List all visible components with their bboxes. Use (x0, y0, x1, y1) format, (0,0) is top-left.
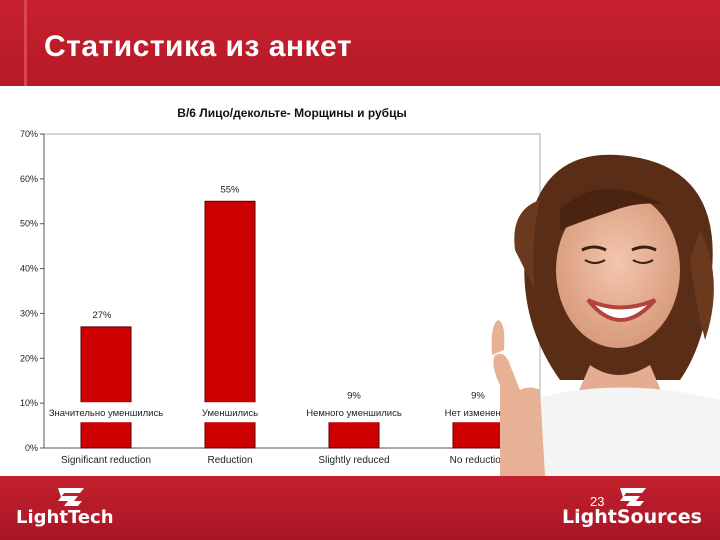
lighttech-logo-text: LightTech (16, 507, 114, 528)
y-tick-label: 30% (20, 308, 38, 318)
category-label-secondary: Slightly reduced (318, 455, 389, 466)
smiling-woman-photo (491, 154, 720, 476)
y-tick-label: 70% (20, 129, 38, 139)
lighttech-logo: LightTech (16, 486, 126, 532)
y-tick-label: 50% (20, 219, 38, 229)
data-label: 9% (347, 391, 361, 402)
header-accent-line (24, 0, 27, 86)
data-label: 27% (92, 310, 112, 321)
slide-footer (0, 476, 720, 540)
category-label-background (46, 402, 166, 423)
lightsources-logo-text: LightSources (562, 506, 702, 528)
category-label: Уменшились (202, 408, 258, 419)
category-label: Немного уменшились (306, 408, 402, 419)
y-tick-label: 20% (20, 353, 38, 363)
y-tick-label: 0% (25, 443, 38, 453)
bar-chart: B/6 Лицо/декольте- Морщины и рубцы 0% 10%… (20, 106, 541, 466)
category-label-secondary: No reduction (450, 455, 507, 466)
category-label-secondary: Reduction (207, 455, 252, 466)
category-label: Значительно уменшились (49, 408, 163, 419)
y-tick-label: 40% (20, 264, 38, 274)
category-label-background (170, 402, 290, 423)
category-label-secondary: Significant reduction (61, 455, 151, 466)
lightsources-logo-icon (620, 488, 646, 506)
data-label: 55% (220, 184, 240, 195)
lighttech-logo-icon (58, 488, 84, 506)
y-tick-label: 10% (20, 398, 38, 408)
slide-header (0, 0, 720, 86)
slide-title: Статистика из анкет (44, 30, 353, 63)
lightsources-logo: LightSources (562, 486, 706, 532)
bar (80, 326, 132, 449)
category-label: Нет изменений (445, 408, 512, 419)
chart-title: B/6 Лицо/декольте- Морщины и рубцы (177, 106, 406, 120)
y-tick-label: 60% (20, 174, 38, 184)
page-number: 23 (590, 494, 605, 509)
category-label-background (294, 402, 414, 423)
data-label: 9% (471, 391, 485, 402)
